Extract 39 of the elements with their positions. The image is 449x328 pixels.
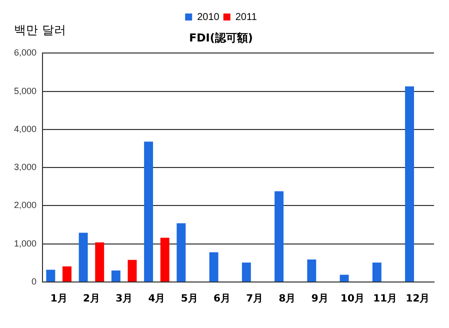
bar <box>209 252 218 282</box>
y-axis-title: 백만 달러 <box>14 22 66 39</box>
y-tick-label: 5,000 <box>14 86 37 96</box>
x-tick-label: 1月 <box>50 294 68 305</box>
bar <box>242 262 251 282</box>
x-tick-label: 8月 <box>278 294 296 305</box>
x-tick-label: 2月 <box>82 294 100 305</box>
bar <box>78 232 88 282</box>
y-tick-label: 6,000 <box>14 48 37 58</box>
x-tick-label: 5月 <box>180 294 198 305</box>
bar <box>46 270 56 282</box>
bar <box>340 274 349 282</box>
legend-label: 2011 <box>235 12 258 23</box>
y-tick-label: 3,000 <box>14 162 37 172</box>
bar <box>176 223 186 282</box>
y-tick-label: 2,000 <box>14 200 37 210</box>
x-tick-label: 10月 <box>340 294 364 305</box>
bar <box>160 238 170 282</box>
bar <box>307 260 316 282</box>
y-tick-label: 0 <box>32 276 37 286</box>
x-tick-label: 6月 <box>213 294 230 305</box>
bar <box>128 260 137 282</box>
y-tick-label: 4,000 <box>14 124 37 134</box>
bar <box>405 86 414 282</box>
bar <box>274 191 284 282</box>
bar <box>111 270 120 282</box>
x-tick-label: 4月 <box>148 294 166 305</box>
legend-label: 2010 <box>197 12 220 23</box>
x-tick-label: 7月 <box>246 294 264 305</box>
y-tick-label: 1,000 <box>14 238 37 248</box>
bar <box>372 262 382 282</box>
x-tick-label: 11月 <box>373 294 398 305</box>
bar <box>95 242 104 282</box>
bar <box>62 266 72 282</box>
bar <box>144 142 154 282</box>
x-tick-label: 12月 <box>406 294 430 305</box>
x-tick-label: 3月 <box>116 294 133 305</box>
x-tick-label: 9月 <box>311 294 328 305</box>
chart-title: FDI(認可額) <box>189 31 253 44</box>
